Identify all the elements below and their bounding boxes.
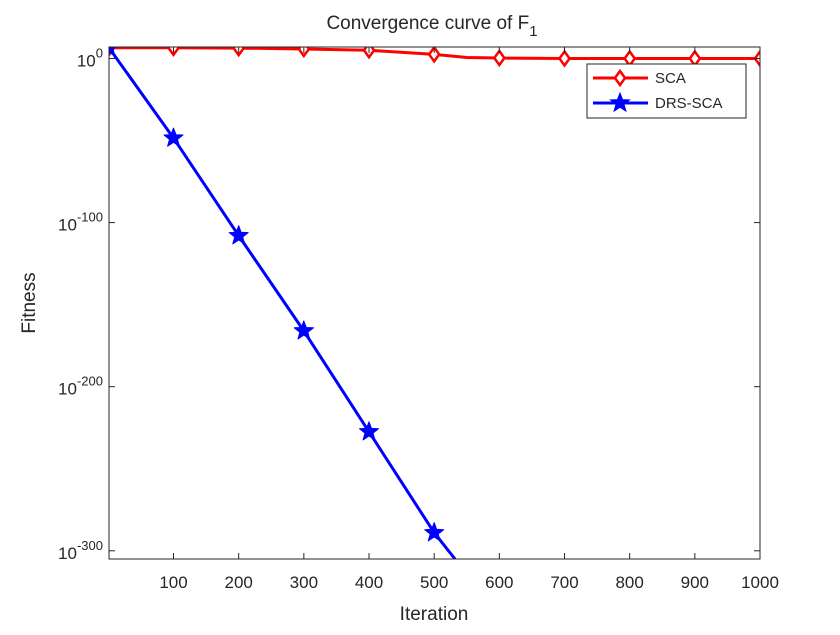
legend-label: SCA	[655, 70, 686, 87]
x-tick-label: 100	[159, 573, 187, 592]
y-axis-label: Fitness	[19, 272, 40, 333]
axes-background	[109, 47, 760, 559]
y-tick-label: 100	[77, 45, 103, 70]
legend-box	[586, 63, 747, 119]
data-point-marker	[427, 47, 441, 64]
y-tick-label: 10-100	[58, 210, 103, 235]
data-point-marker	[359, 421, 379, 441]
data-point-marker	[293, 320, 314, 340]
series-drs-sca	[109, 47, 457, 559]
x-tick-label: 400	[355, 573, 383, 592]
x-tick-label: 900	[681, 573, 709, 592]
data-point-marker	[163, 127, 184, 147]
legend-marker	[609, 91, 631, 113]
data-point-marker	[424, 522, 445, 542]
x-tick-label: 700	[550, 573, 578, 592]
data-point-marker	[109, 47, 117, 57]
x-tick-label: 300	[290, 573, 318, 592]
x-tick-label: 200	[224, 573, 252, 592]
x-tick-label: 500	[420, 573, 448, 592]
data-point-marker	[557, 49, 572, 68]
y-tick-label: 10-200	[58, 374, 103, 399]
legend-marker	[613, 68, 627, 88]
legend: SCA DRS-SCA	[586, 63, 747, 119]
x-axis-label: Iteration	[400, 604, 469, 625]
chart-title: Convergence curve of F1	[326, 13, 537, 40]
series-line	[109, 47, 760, 60]
x-tick-label: 600	[485, 573, 513, 592]
x-tick-label: 800	[615, 573, 643, 592]
legend-label: DRS-SCA	[655, 95, 723, 112]
data-point-marker	[492, 48, 506, 68]
data-point-marker	[228, 225, 249, 245]
y-tick-label: 10-300	[58, 538, 103, 563]
x-tick-label: 1000	[741, 573, 779, 592]
